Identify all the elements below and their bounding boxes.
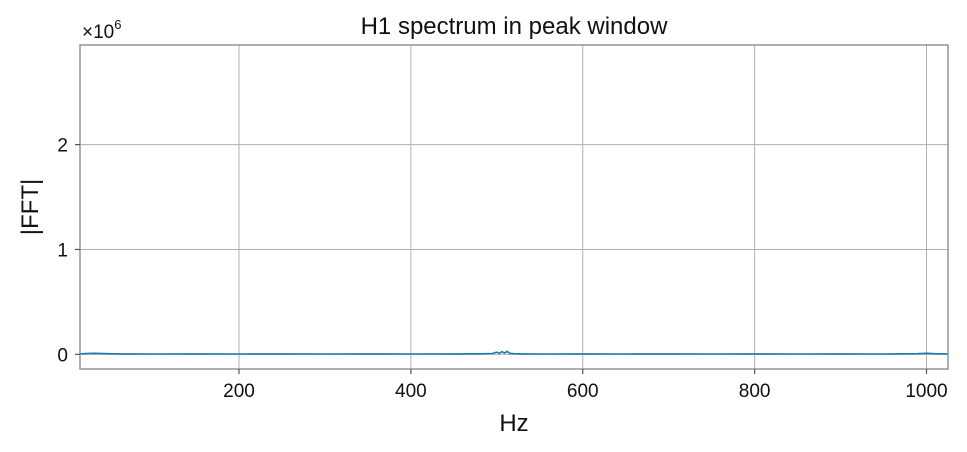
x-tick-label: 400 [395, 381, 427, 402]
y-tick-label: 1 [57, 240, 68, 261]
x-tick-label: 200 [223, 381, 255, 402]
y-scale-prefix: ×10 [82, 22, 114, 43]
axis-ticks: 200 400 600 800 1000 0 1 2 [57, 136, 947, 402]
y-scale-multiplier: ×106 [82, 17, 121, 43]
y-scale-exponent: 6 [114, 17, 121, 32]
y-tick-label: 2 [57, 136, 68, 157]
plot-frame [79, 44, 949, 370]
series-layer [79, 350, 949, 355]
series-line [79, 350, 949, 355]
y-tick-label: 0 [57, 345, 68, 366]
x-tick-label: 800 [739, 381, 771, 402]
x-tick-label: 600 [567, 381, 599, 402]
chart-title: H1 spectrum in peak window [361, 13, 668, 40]
x-tick-label: 1000 [905, 381, 947, 402]
y-axis-label: |FFT| [17, 179, 44, 235]
x-axis-label: Hz [499, 410, 528, 437]
grid-lines [80, 45, 948, 369]
